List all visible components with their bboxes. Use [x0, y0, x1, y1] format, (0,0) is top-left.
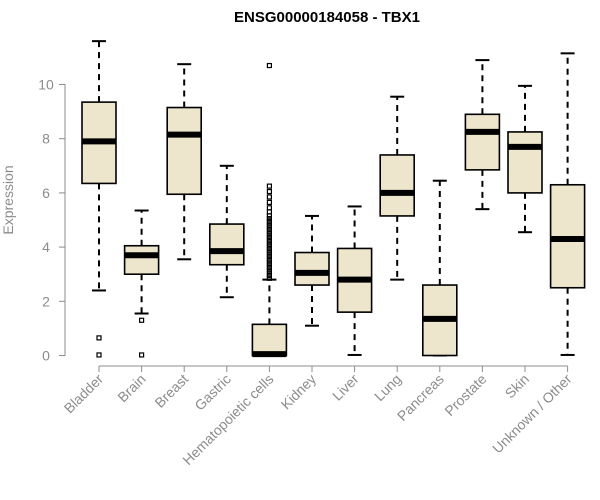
x-tick-label: Gastric — [191, 371, 234, 414]
outlier-point — [266, 243, 272, 249]
outlier-point — [266, 272, 272, 279]
outlier-point — [266, 262, 272, 268]
outlier-point — [266, 248, 272, 254]
iqr-box — [251, 323, 288, 357]
x-tick-label: Kidney — [278, 371, 320, 413]
box-group — [379, 95, 416, 281]
x-tick-label: Prostate — [441, 371, 489, 419]
outlier-point — [96, 352, 102, 358]
iqr-box — [166, 106, 202, 196]
outlier-point — [266, 229, 272, 235]
iqr-box — [464, 113, 501, 171]
iqr-box — [294, 251, 330, 286]
outlier-point — [266, 194, 272, 200]
box-group — [81, 40, 117, 358]
box-group — [549, 52, 586, 356]
y-tick-label: 2 — [42, 293, 50, 309]
outlier-point — [266, 256, 272, 262]
outlier-point — [266, 259, 272, 265]
iqr-box — [123, 244, 160, 275]
box-group — [123, 209, 160, 358]
boxes — [81, 40, 586, 358]
x-tick-label: Brain — [114, 371, 148, 405]
outlier-point — [266, 205, 272, 211]
outlier-point — [96, 335, 102, 341]
outlier-point — [139, 317, 145, 323]
x-tick-label: Lung — [371, 371, 404, 404]
outlier-point — [266, 213, 272, 219]
y-tick-label: 0 — [42, 348, 50, 364]
outlier-point — [266, 226, 272, 233]
box-group — [294, 214, 330, 327]
outlier-point — [139, 352, 145, 358]
y-tick-label: 6 — [42, 185, 50, 201]
y-axis-label: Expression — [0, 165, 16, 234]
outlier-point — [266, 275, 272, 281]
box-group — [166, 63, 202, 261]
outlier-point — [266, 188, 272, 195]
iqr-box — [507, 131, 543, 194]
y-tick-label: 10 — [38, 77, 54, 93]
outlier-point — [266, 237, 272, 243]
outlier-point — [266, 267, 272, 273]
iqr-box — [379, 154, 416, 217]
outlier-point — [266, 218, 272, 224]
box-group — [336, 205, 373, 356]
y-tick-label: 8 — [42, 131, 50, 147]
axes: 0 2 4 6 8 10 — [38, 77, 569, 372]
outlier-point — [266, 62, 272, 69]
outlier-point — [266, 183, 272, 189]
outlier-point — [266, 245, 272, 252]
outlier-point — [266, 199, 272, 205]
outlier-point — [266, 240, 272, 246]
x-tick-label: Pancreas — [394, 371, 447, 424]
y-tick-label: 4 — [42, 239, 50, 255]
box-group — [464, 59, 501, 211]
outlier-point — [266, 232, 272, 238]
x-tick-label: Bladder — [61, 371, 107, 417]
outlier-point — [266, 209, 272, 215]
outlier-point — [266, 251, 272, 257]
outlier-point — [266, 216, 272, 222]
outlier-point — [266, 264, 272, 271]
iqr-box — [209, 223, 245, 266]
x-tick-label: Liver — [329, 371, 362, 404]
x-tick-label: Unknown / Other — [489, 371, 575, 457]
box-group — [251, 62, 288, 358]
x-tick-label: Breast — [151, 371, 191, 411]
box-group — [421, 179, 458, 357]
box-group — [209, 164, 245, 299]
outlier-point — [266, 224, 272, 230]
outlier-point — [266, 235, 272, 241]
x-tick-label: Skin — [502, 371, 533, 402]
box-group — [507, 84, 543, 234]
outlier-point — [266, 270, 272, 276]
chart-title: ENSG00000184058 - TBX1 — [234, 9, 420, 26]
outlier-point — [266, 221, 272, 227]
outlier-point — [266, 253, 272, 260]
